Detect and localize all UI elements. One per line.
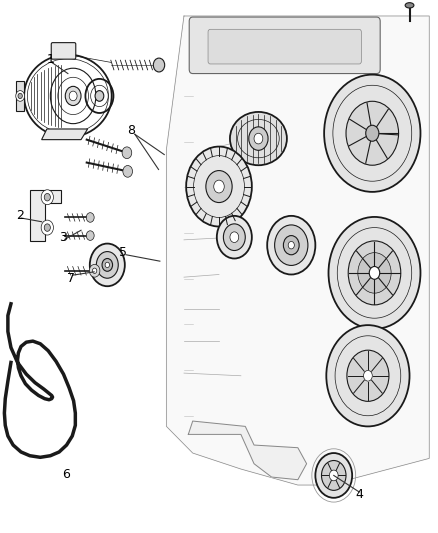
Circle shape	[275, 225, 308, 265]
Polygon shape	[42, 129, 88, 140]
Circle shape	[223, 224, 245, 251]
Circle shape	[324, 75, 420, 192]
Circle shape	[122, 147, 132, 159]
Text: 4: 4	[355, 488, 363, 501]
Circle shape	[96, 252, 118, 278]
Circle shape	[283, 236, 299, 255]
Circle shape	[44, 193, 50, 201]
Circle shape	[347, 350, 389, 401]
Circle shape	[249, 127, 268, 150]
Circle shape	[348, 241, 401, 305]
Circle shape	[230, 232, 239, 243]
Circle shape	[41, 220, 53, 235]
Circle shape	[217, 216, 252, 259]
Text: 8: 8	[127, 124, 135, 137]
Circle shape	[41, 190, 53, 205]
Circle shape	[214, 180, 224, 193]
Circle shape	[18, 93, 22, 99]
Circle shape	[358, 253, 391, 293]
Circle shape	[326, 325, 410, 426]
Circle shape	[267, 216, 315, 274]
Text: 1: 1	[46, 53, 54, 66]
Circle shape	[288, 241, 294, 249]
Circle shape	[329, 470, 338, 481]
Circle shape	[254, 133, 263, 144]
Circle shape	[366, 125, 379, 141]
Polygon shape	[166, 16, 429, 485]
Circle shape	[95, 91, 104, 101]
Circle shape	[86, 213, 94, 222]
Circle shape	[65, 86, 81, 106]
Circle shape	[16, 91, 25, 101]
Polygon shape	[188, 421, 307, 480]
Circle shape	[153, 58, 165, 72]
Circle shape	[90, 244, 125, 286]
Circle shape	[44, 224, 50, 231]
FancyBboxPatch shape	[189, 17, 380, 74]
Text: 5: 5	[119, 246, 127, 259]
Text: 3: 3	[60, 231, 67, 244]
Circle shape	[328, 217, 420, 329]
Circle shape	[102, 259, 113, 271]
FancyBboxPatch shape	[208, 29, 361, 64]
Circle shape	[86, 231, 94, 240]
FancyBboxPatch shape	[51, 43, 76, 59]
Ellipse shape	[405, 3, 414, 8]
Circle shape	[364, 370, 372, 381]
Circle shape	[69, 91, 77, 101]
Circle shape	[369, 266, 380, 279]
Polygon shape	[30, 190, 61, 241]
Circle shape	[346, 101, 399, 165]
Ellipse shape	[230, 112, 287, 165]
Circle shape	[206, 171, 232, 203]
Text: 7: 7	[67, 272, 75, 285]
Circle shape	[92, 268, 97, 273]
Circle shape	[186, 147, 252, 227]
Text: 2: 2	[16, 209, 24, 222]
Circle shape	[105, 262, 110, 268]
Circle shape	[89, 264, 100, 277]
Polygon shape	[16, 81, 24, 111]
Circle shape	[321, 461, 346, 490]
Text: 6: 6	[62, 468, 70, 481]
Circle shape	[123, 165, 133, 177]
Circle shape	[315, 453, 352, 498]
